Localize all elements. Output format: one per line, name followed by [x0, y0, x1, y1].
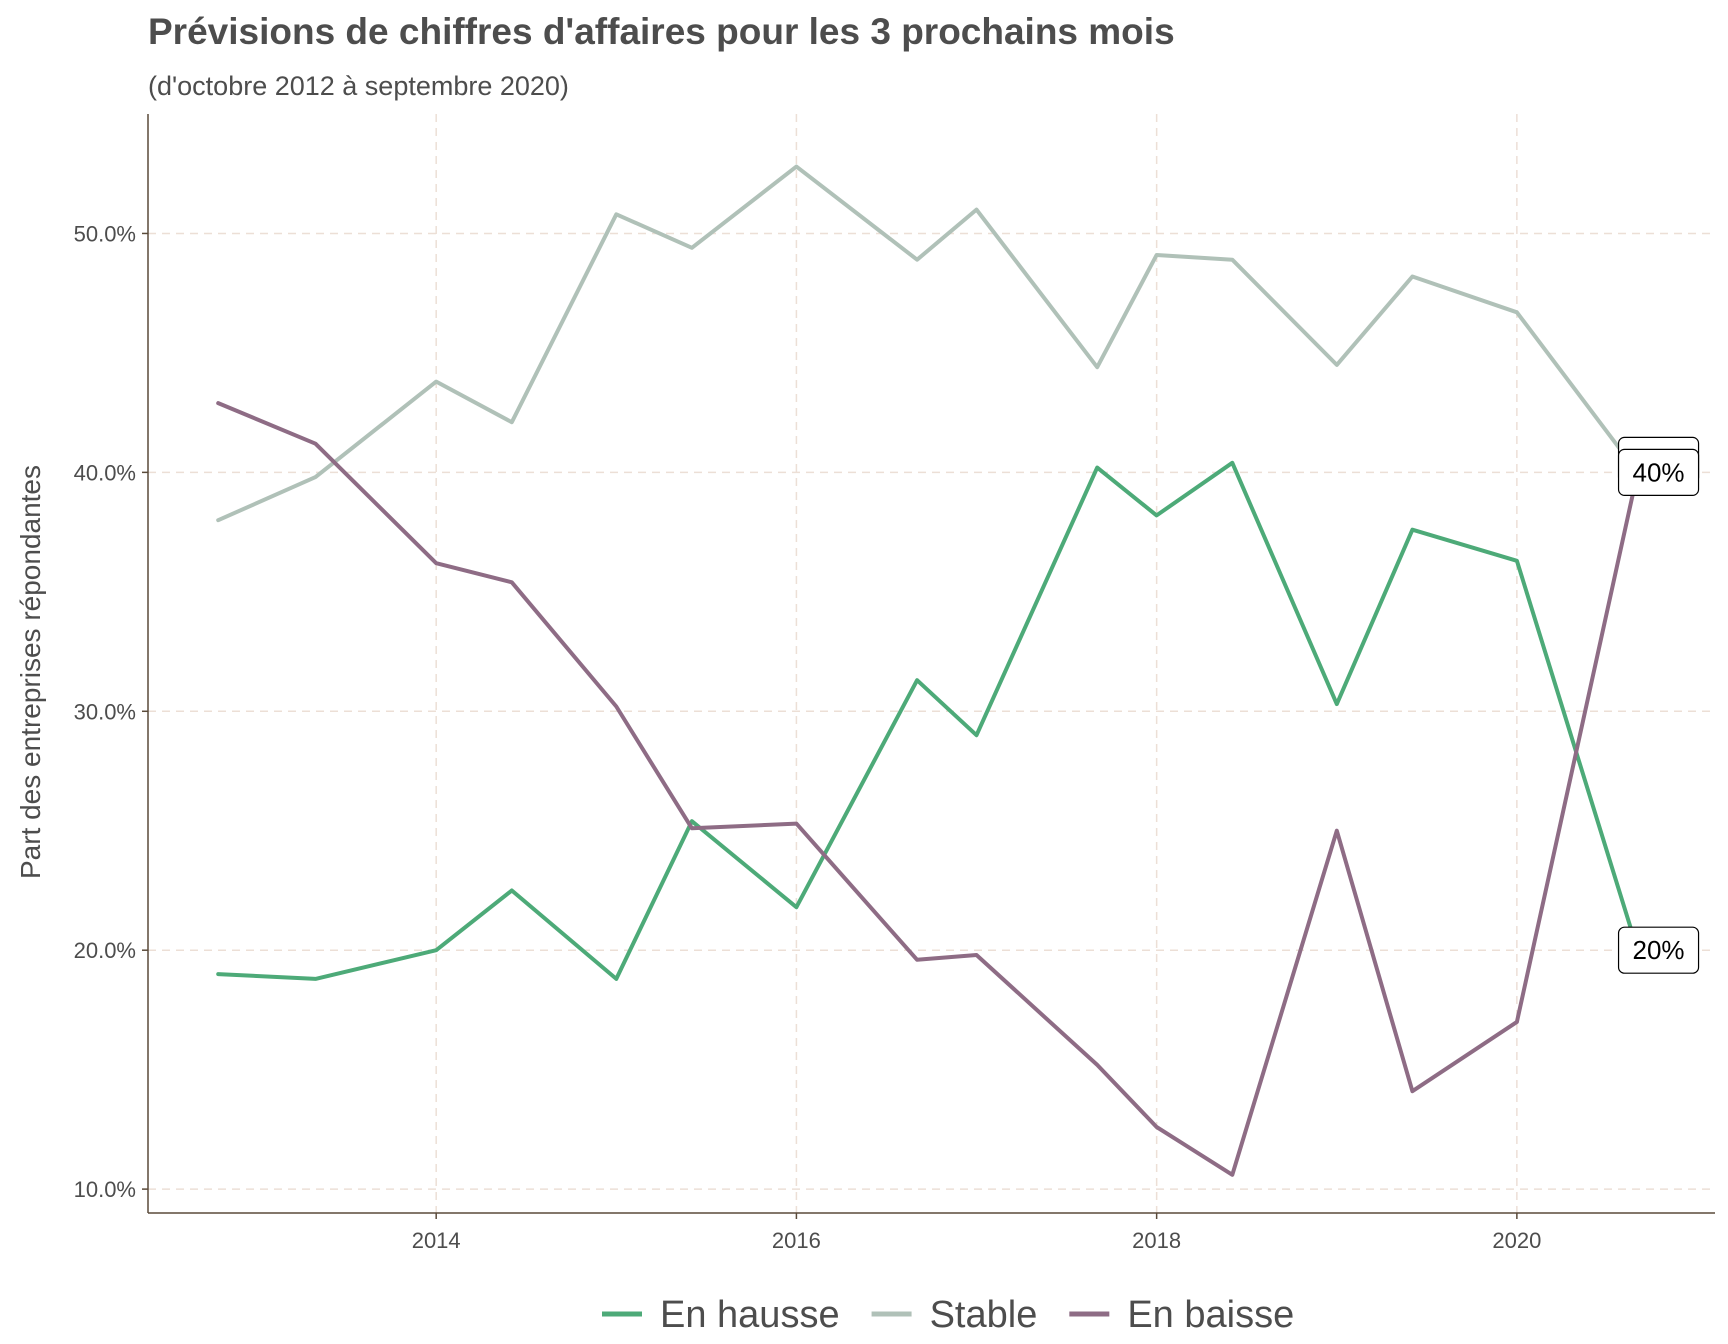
plot-area	[216, 164, 1640, 1177]
end-labels: 40%40%20%	[1617, 436, 1700, 974]
legend-item-stable: Stable	[871, 1294, 1038, 1336]
axes: 10.0% 20.0% 30.0% 40.0% 50.0% 2014 2016 2018 202…	[74, 114, 1715, 1253]
legend-item-en-baisse: En baisse	[1069, 1294, 1294, 1336]
legend: En hausse Stable En baisse	[602, 1294, 1294, 1336]
end-label: 20%	[1617, 926, 1700, 974]
end-label-text: 40%	[1633, 457, 1685, 487]
end-label-text: 20%	[1633, 935, 1685, 965]
legend-label: En baisse	[1127, 1294, 1294, 1336]
series-line-en-hausse	[216, 460, 1640, 981]
series-line-en-baisse	[216, 401, 1640, 1177]
legend-label: En hausse	[660, 1294, 840, 1336]
y-tick-label: 40.0%	[74, 460, 136, 485]
chart-title: Prévisions de chiffres d'affaires pour l…	[148, 11, 1175, 52]
end-label-box	[1617, 926, 1700, 974]
end-label: 40%	[1617, 448, 1700, 496]
x-tick-label: 2020	[1492, 1228, 1541, 1253]
x-tick-label: 2016	[772, 1228, 821, 1253]
y-tick-label: 20.0%	[74, 938, 136, 963]
chart-subtitle: (d'octobre 2012 à septembre 2020)	[148, 71, 569, 101]
x-tick-label: 2014	[412, 1228, 461, 1253]
series-line-stable	[216, 164, 1640, 523]
x-tick-label: 2018	[1132, 1228, 1181, 1253]
y-axis-label: Part des entreprises répondantes	[15, 465, 46, 879]
y-tick-label: 50.0%	[74, 221, 136, 246]
y-tick-label: 30.0%	[74, 699, 136, 724]
legend-label: Stable	[930, 1294, 1038, 1336]
grid	[148, 114, 1715, 1213]
y-tick-label: 10.0%	[74, 1177, 136, 1202]
legend-item-en-hausse: En hausse	[602, 1294, 840, 1336]
end-label-box	[1617, 448, 1700, 496]
